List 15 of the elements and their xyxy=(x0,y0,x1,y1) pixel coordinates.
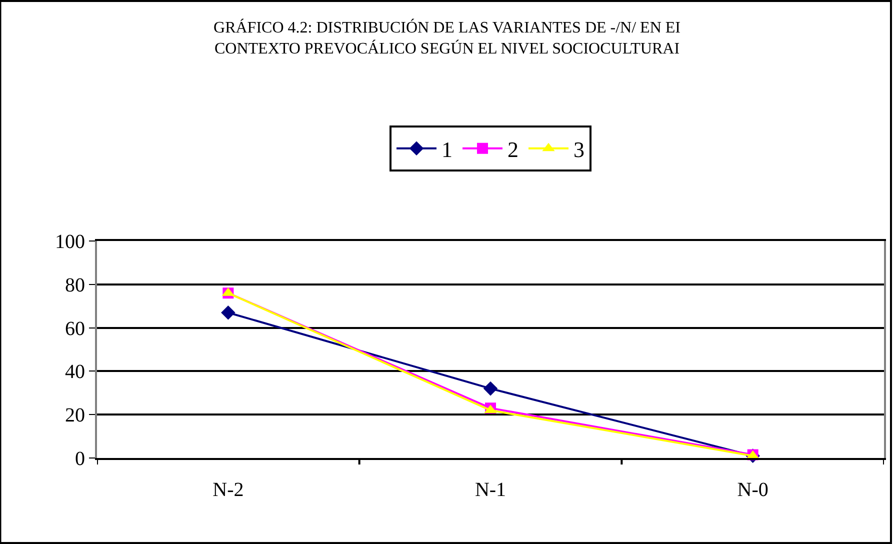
y-tick-label: 0 xyxy=(75,448,85,470)
legend-label: 1 xyxy=(442,136,452,162)
y-tick-label: 80 xyxy=(65,274,85,296)
chart-title: GRÁFICO 4.2: DISTRIBUCIÓN DE LAS VARIANTES DE -/N/ EN EI CONTEXTO PREVOCÁLICO SEGÚN EL NIVEL SOCIOCULTURAI xyxy=(214,18,680,58)
y-tick-label: 20 xyxy=(65,404,85,427)
x-tick-label: N-2 xyxy=(212,479,244,501)
legend-label: 2 xyxy=(508,136,518,162)
y-tick-label: 40 xyxy=(65,361,85,384)
y-tick-label: 100 xyxy=(55,231,85,253)
x-tick-label: N-1 xyxy=(474,479,506,501)
point xyxy=(221,305,236,320)
x-tick-label: N-0 xyxy=(737,479,768,501)
y-tick-label: 60 xyxy=(65,318,85,340)
point xyxy=(483,381,498,396)
legend-label: 3 xyxy=(574,136,584,162)
